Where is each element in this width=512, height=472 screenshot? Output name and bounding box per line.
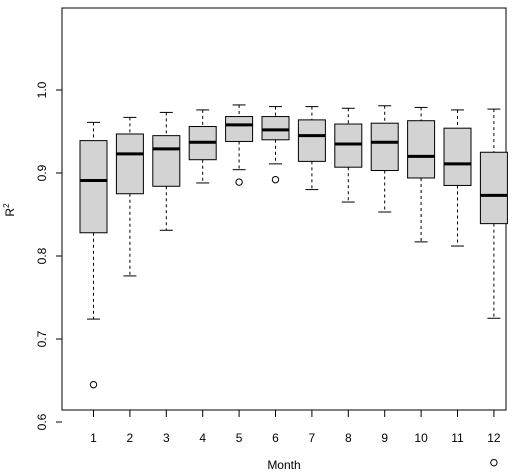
box-iqr bbox=[261, 116, 290, 141]
box-month-11 bbox=[443, 109, 472, 247]
box-month-9 bbox=[370, 105, 399, 213]
box-month-12 bbox=[479, 108, 508, 467]
box-month-10 bbox=[407, 106, 436, 243]
y-tick-label: 0.7 bbox=[35, 330, 49, 347]
x-tick-label: 10 bbox=[414, 431, 428, 445]
outlier-point bbox=[89, 380, 98, 389]
box-iqr bbox=[370, 122, 399, 172]
box-iqr bbox=[334, 123, 363, 168]
box-iqr bbox=[297, 119, 326, 162]
box-iqr bbox=[479, 151, 508, 225]
box-iqr bbox=[225, 116, 254, 142]
x-tick-label: 4 bbox=[199, 431, 206, 445]
x-tick-label: 1 bbox=[90, 431, 97, 445]
plot-frame bbox=[61, 7, 507, 411]
y-axis: 0.6 0.7 0.8 0.9 1.0 bbox=[35, 81, 62, 430]
x-tick-label: 7 bbox=[309, 431, 316, 445]
box-iqr bbox=[152, 135, 181, 187]
y-tick-label: 1.0 bbox=[35, 81, 49, 98]
outlier-point bbox=[490, 458, 498, 467]
box-month-6 bbox=[261, 106, 290, 184]
boxes-group bbox=[79, 104, 508, 467]
x-tick-label: 9 bbox=[381, 431, 388, 445]
y-axis-title-superscript: 2 bbox=[2, 203, 11, 208]
y-tick-label: 0.9 bbox=[35, 164, 49, 181]
box-month-4 bbox=[188, 109, 217, 184]
box-month-1 bbox=[79, 121, 108, 389]
box-iqr bbox=[79, 140, 108, 234]
x-tick-label: 8 bbox=[345, 431, 352, 445]
x-tick-label: 12 bbox=[487, 431, 501, 445]
x-tick-label: 3 bbox=[163, 431, 170, 445]
x-tick-label: 11 bbox=[451, 431, 464, 445]
box-month-5 bbox=[225, 104, 254, 186]
y-axis-title-base: R bbox=[3, 208, 17, 217]
box-month-8 bbox=[334, 107, 363, 203]
x-tick-label: 2 bbox=[127, 431, 134, 445]
y-tick-label: 0.8 bbox=[35, 247, 49, 264]
box-month-7 bbox=[297, 106, 326, 191]
box-month-2 bbox=[115, 116, 144, 277]
x-tick-label: 5 bbox=[236, 431, 243, 445]
box-iqr bbox=[443, 127, 472, 186]
x-axis: 1 2 3 4 5 6 7 8 9 10 11 12 bbox=[90, 410, 501, 445]
outlier-point bbox=[235, 178, 243, 186]
outlier-point bbox=[271, 175, 280, 184]
y-tick-label: 0.6 bbox=[35, 413, 49, 430]
box-month-3 bbox=[152, 111, 181, 231]
box-iqr bbox=[115, 133, 144, 195]
box-iqr bbox=[407, 120, 436, 179]
y-axis-title: R2 bbox=[2, 203, 17, 217]
x-tick-label: 6 bbox=[272, 431, 279, 445]
x-axis-title: Month bbox=[267, 458, 300, 472]
